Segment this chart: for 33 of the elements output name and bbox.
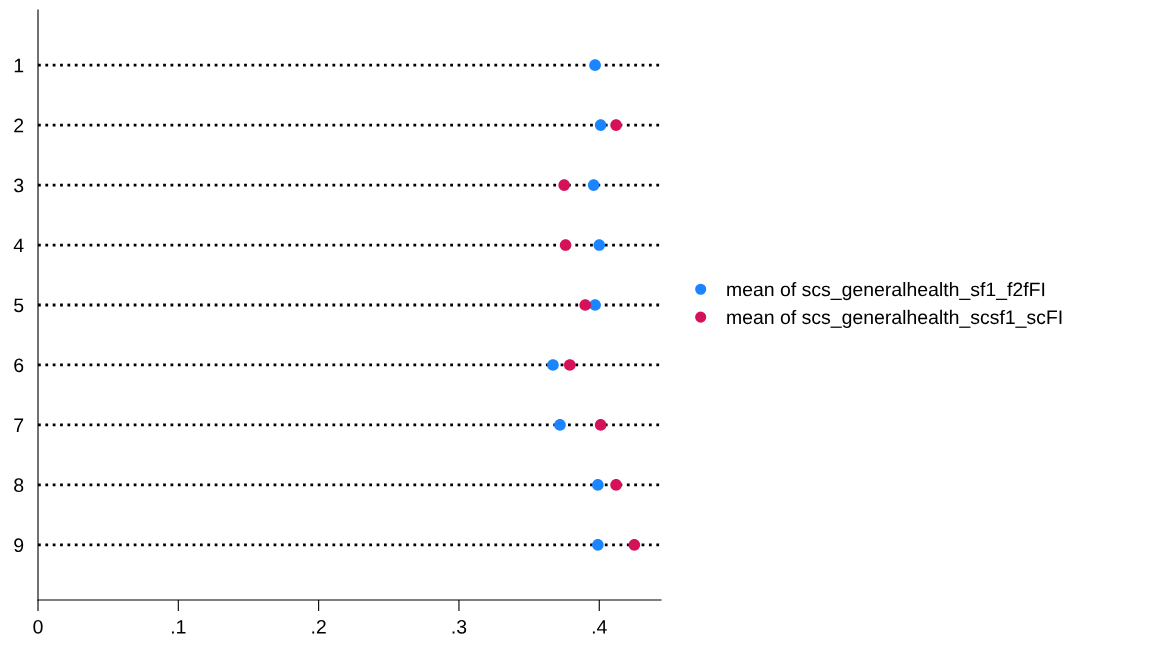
x-tick-label: .3 bbox=[452, 619, 467, 634]
point bbox=[594, 119, 607, 131]
x-tick-label: .1 bbox=[171, 620, 186, 634]
y-tick-label: 8 bbox=[14, 478, 24, 493]
point bbox=[610, 479, 622, 491]
point bbox=[594, 419, 607, 431]
legend-label: mean of scs_generalhealth_scsf1_scFI bbox=[727, 309, 1062, 328]
y-tick-label: 1 bbox=[14, 58, 24, 73]
point bbox=[589, 59, 601, 71]
y-tick-label: 9 bbox=[14, 538, 24, 553]
point bbox=[558, 179, 570, 191]
point bbox=[610, 119, 622, 131]
point bbox=[547, 359, 559, 371]
point bbox=[579, 299, 592, 311]
x-tick-label: .4 bbox=[592, 620, 607, 634]
point bbox=[587, 179, 600, 191]
point bbox=[592, 539, 604, 551]
legend-label: mean of scs_generalhealth_sf1_f2fFI bbox=[727, 282, 1045, 301]
point bbox=[563, 359, 576, 371]
point bbox=[559, 239, 572, 251]
y-tick-label: 7 bbox=[14, 418, 24, 432]
point bbox=[592, 479, 604, 491]
point bbox=[589, 299, 601, 311]
y-tick-label: 3 bbox=[14, 178, 24, 193]
y-tick-label: 5 bbox=[14, 298, 24, 313]
y-tick-label: 2 bbox=[14, 118, 24, 133]
y-tick-label: 4 bbox=[13, 238, 24, 253]
x-tick-label: .2 bbox=[312, 619, 326, 634]
point bbox=[628, 539, 641, 551]
y-tick-label: 6 bbox=[14, 358, 24, 373]
x-tick-label: 0 bbox=[33, 619, 43, 634]
point bbox=[554, 419, 566, 431]
point bbox=[593, 239, 606, 251]
